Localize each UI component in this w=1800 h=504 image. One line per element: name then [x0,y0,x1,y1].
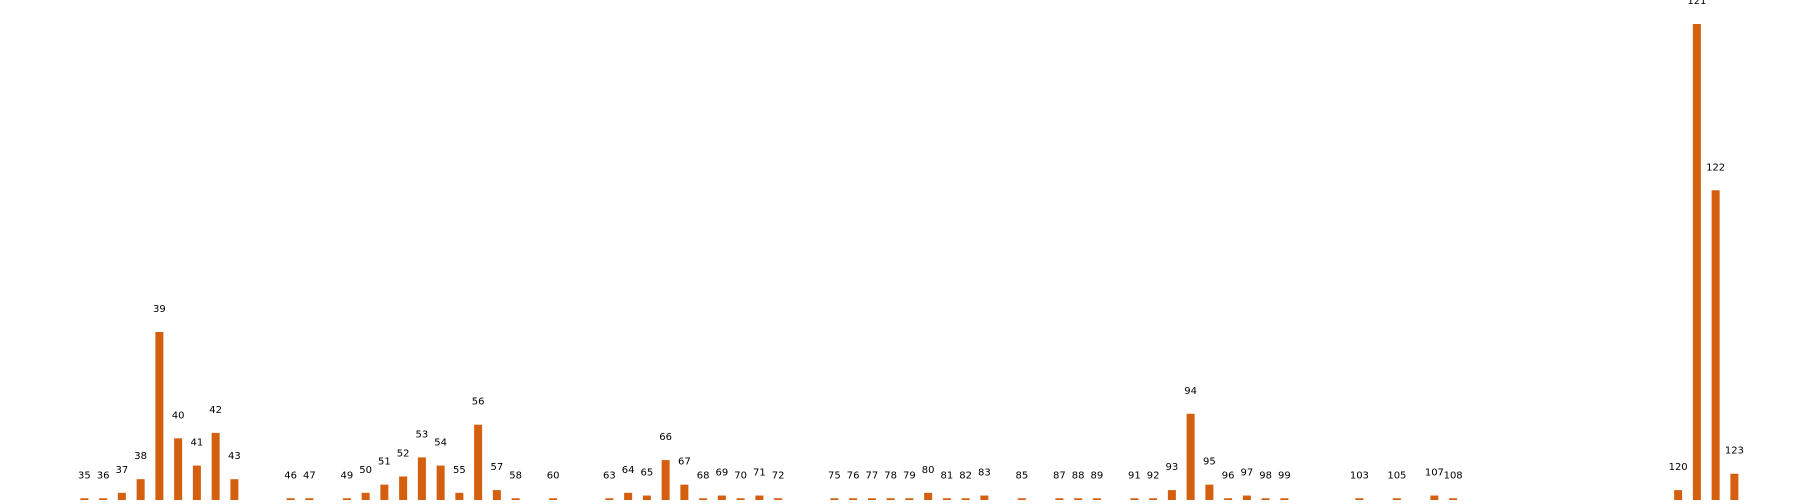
bar-label-107: 107 [1425,468,1444,479]
bar-label-77: 77 [866,470,879,481]
bar-label-87: 87 [1053,470,1066,481]
bar-65 [642,495,651,501]
bar-120 [1674,490,1683,501]
bar-label-103: 103 [1350,470,1369,481]
bar-107 [1430,495,1439,501]
bar-label-52: 52 [397,448,410,459]
bar-64 [624,492,633,501]
bar-label-55: 55 [453,465,466,476]
bar-56 [474,424,483,501]
bar-label-39: 39 [153,304,166,315]
bar-label-42: 42 [209,405,222,416]
bar-label-56: 56 [472,397,485,408]
bar-97 [1242,495,1251,501]
bar-39 [155,332,164,501]
bar-label-71: 71 [753,468,766,479]
bar-label-121: 121 [1687,0,1706,7]
bar-51 [380,484,389,501]
bar-label-88: 88 [1072,470,1085,481]
bar-label-81: 81 [941,470,954,481]
bar-95 [1205,484,1214,501]
bars-layer [80,24,1739,501]
bar-label-38: 38 [134,451,147,462]
bar-93 [1167,490,1176,501]
bar-label-35: 35 [78,470,91,481]
bar-label-47: 47 [303,470,316,481]
bar-71 [755,495,764,501]
bar-label-80: 80 [922,465,935,476]
bar-label-54: 54 [434,438,447,449]
bar-label-97: 97 [1241,468,1254,479]
bar-label-92: 92 [1147,470,1160,481]
bar-37 [117,492,126,501]
bar-label-66: 66 [659,432,672,443]
bar-label-64: 64 [622,465,635,476]
bar-label-108: 108 [1444,470,1463,481]
bar-label-120: 120 [1669,462,1688,473]
bar-50 [361,492,370,501]
bar-label-58: 58 [509,470,522,481]
bar-label-67: 67 [678,457,691,468]
bar-label-40: 40 [172,410,185,421]
bar-label-105: 105 [1387,470,1406,481]
bar-label-78: 78 [884,470,897,481]
bar-41 [192,465,201,501]
bar-122 [1711,190,1720,501]
bar-label-51: 51 [378,457,391,468]
bar-label-43: 43 [228,451,241,462]
bar-label-50: 50 [359,465,372,476]
bar-40 [174,438,183,501]
data-labels-layer: 35 36 37 38 39 40 41 42 43 46 47 49 50 51 52 53 54 55 56 57… [78,0,1744,481]
bar-label-70: 70 [734,470,747,481]
bar-53 [417,457,426,501]
bar-label-83: 83 [978,468,991,479]
bar-label-57: 57 [491,462,504,473]
bar-label-82: 82 [959,470,972,481]
bar-label-36: 36 [97,470,110,481]
bar-label-85: 85 [1016,470,1029,481]
bar-94 [1186,413,1195,501]
bar-label-37: 37 [116,465,129,476]
bar-label-89: 89 [1091,470,1104,481]
bar-label-93: 93 [1166,462,1179,473]
bar-55 [455,492,464,501]
bar-label-63: 63 [603,470,616,481]
bar-label-91: 91 [1128,470,1141,481]
bar-54 [436,465,445,501]
bar-label-99: 99 [1278,470,1291,481]
bar-label-98: 98 [1259,470,1272,481]
bar-123 [1730,473,1739,501]
bar-label-76: 76 [847,470,860,481]
bar-43 [230,479,239,501]
bar-label-46: 46 [284,470,297,481]
bar-57 [492,490,501,501]
bar-label-79: 79 [903,470,916,481]
bar-label-122: 122 [1706,162,1725,173]
bar-label-94: 94 [1184,386,1197,397]
bar-121 [1692,24,1701,501]
bar-42 [211,432,220,501]
bar-label-65: 65 [641,468,654,479]
bar-label-60: 60 [547,470,560,481]
bar-label-53: 53 [416,429,429,440]
bar-label-49: 49 [341,470,354,481]
bar-label-68: 68 [697,470,710,481]
bar-80 [924,492,933,501]
bar-52 [399,476,408,501]
bar-label-75: 75 [828,470,841,481]
bar-label-41: 41 [191,438,204,449]
bar-69 [717,495,726,501]
bar-label-96: 96 [1222,470,1235,481]
bar-38 [136,479,145,501]
bar-label-123: 123 [1725,446,1744,457]
bar-label-95: 95 [1203,457,1216,468]
bar-83 [980,495,989,501]
bar-label-69: 69 [716,468,729,479]
bar-67 [680,484,689,501]
bar-label-72: 72 [772,470,785,481]
bar-66 [661,460,670,501]
